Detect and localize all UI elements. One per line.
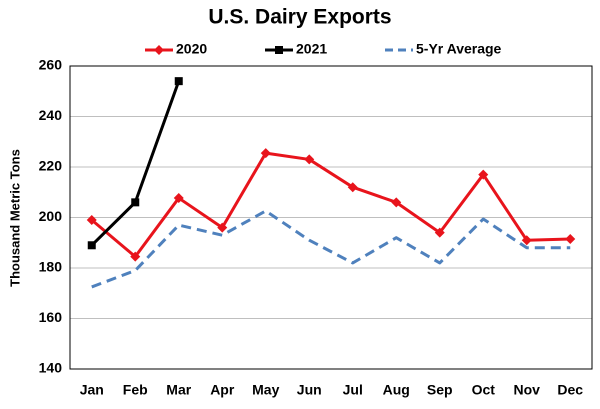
y-tick-label: 240 bbox=[39, 107, 63, 123]
marker bbox=[478, 169, 489, 180]
x-tick-label: Dec bbox=[557, 382, 583, 398]
legend-marker bbox=[154, 45, 164, 55]
marker bbox=[174, 77, 183, 86]
marker bbox=[391, 197, 402, 208]
y-axis-label: Thousand Metric Tons bbox=[7, 149, 22, 287]
x-tick-label: Jan bbox=[80, 382, 104, 398]
marker bbox=[86, 215, 97, 226]
legend-label: 5-Yr Average bbox=[416, 41, 502, 57]
x-tick-label: Apr bbox=[210, 382, 235, 398]
x-tick-label: Feb bbox=[123, 382, 148, 398]
legend-label: 2020 bbox=[176, 41, 207, 57]
legend-marker bbox=[275, 46, 283, 54]
marker bbox=[521, 235, 532, 246]
y-tick-label: 160 bbox=[39, 309, 63, 325]
marker bbox=[173, 193, 184, 204]
marker bbox=[565, 233, 576, 244]
x-tick-label: Nov bbox=[514, 382, 541, 398]
marker bbox=[217, 222, 228, 233]
x-tick-label: Mar bbox=[166, 382, 191, 398]
marker bbox=[434, 227, 445, 238]
marker bbox=[347, 182, 358, 193]
y-tick-label: 200 bbox=[39, 208, 63, 224]
y-tick-label: 180 bbox=[39, 259, 63, 275]
series-line bbox=[90, 151, 571, 259]
marker bbox=[260, 148, 271, 159]
marker bbox=[131, 198, 140, 207]
x-tick-label: Jun bbox=[297, 382, 322, 398]
plot-border bbox=[69, 65, 593, 370]
x-tick-label: Sep bbox=[427, 382, 453, 398]
y-tick-label: 220 bbox=[39, 158, 63, 174]
marker bbox=[87, 241, 96, 250]
x-tick-label: May bbox=[252, 382, 279, 398]
x-tick-label: Oct bbox=[472, 382, 496, 398]
series-line bbox=[91, 209, 571, 289]
y-tick-label: 260 bbox=[39, 57, 63, 73]
legend-label: 2021 bbox=[296, 41, 327, 57]
y-tick-label: 140 bbox=[39, 360, 63, 376]
x-tick-label: Jul bbox=[343, 382, 363, 398]
x-tick-label: Aug bbox=[383, 382, 410, 398]
marker bbox=[130, 251, 141, 262]
marker bbox=[304, 154, 315, 165]
chart-title: U.S. Dairy Exports bbox=[208, 6, 391, 29]
